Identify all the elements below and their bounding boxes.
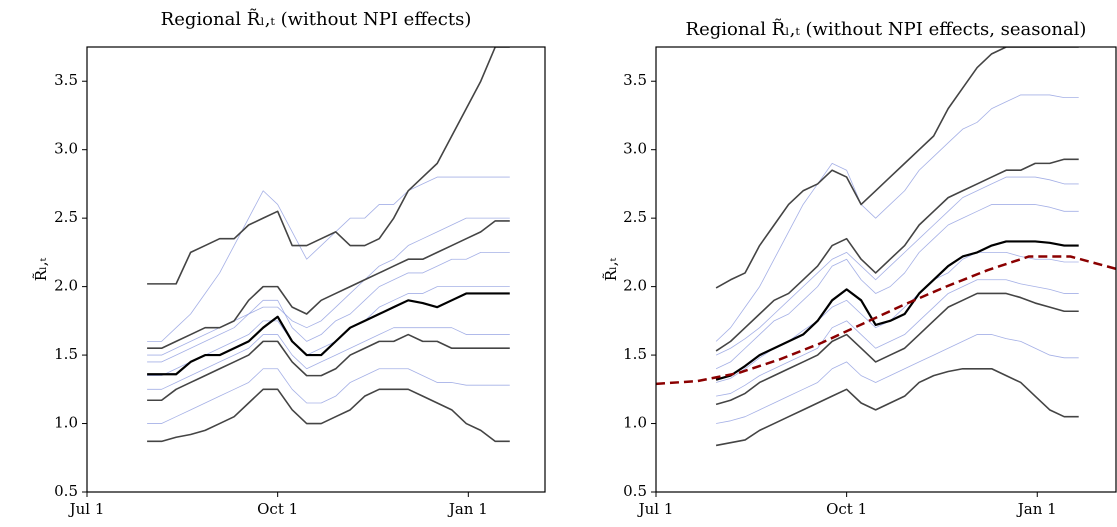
- chart-title: Regional R̃ₗ,ₜ (without NPI effects, sea…: [686, 18, 1087, 40]
- y-tick-label: 1.5: [54, 345, 78, 363]
- series-line: [147, 333, 510, 402]
- y-tick-label: 3.0: [623, 140, 647, 158]
- y-tick-label: 2.5: [623, 208, 647, 226]
- x-tick-label: Jan 1: [1016, 500, 1057, 518]
- y-tick-label: 3.0: [54, 140, 78, 158]
- plot-frame: [86, 46, 546, 493]
- series-line: [716, 334, 1079, 424]
- series-line: [147, 176, 510, 342]
- series-line: [147, 327, 510, 390]
- series-line: [147, 251, 510, 363]
- y-tick-label: 2.0: [623, 277, 647, 295]
- series-line: [147, 388, 510, 443]
- y-tick-label: 1.0: [623, 414, 647, 432]
- subplot: Regional R̃ₗ,ₜ (without NPI effects, sea…: [602, 18, 1117, 518]
- series-line: [715, 158, 1079, 352]
- series-line: [715, 204, 1079, 370]
- x-tick-label: Jul 1: [637, 500, 674, 518]
- y-tick-label: 3.5: [623, 71, 647, 89]
- x-tick-label: Jan 1: [447, 500, 488, 518]
- y-axis-label: R̃ₗ,ₜ: [32, 258, 50, 282]
- lines: [147, 47, 510, 443]
- series-line: [147, 292, 510, 376]
- plot-frame: [655, 46, 1117, 493]
- series-line: [715, 240, 1079, 381]
- x-tick-label: Oct 1: [826, 500, 867, 518]
- lines: [656, 47, 1116, 447]
- y-tick-label: 1.0: [54, 414, 78, 432]
- y-axis-label: R̃ₗ,ₜ: [602, 258, 620, 282]
- y-tick-label: 3.5: [54, 71, 78, 89]
- subplot: Regional R̃ₗ,ₜ (without NPI effects) R̃ₗ,…: [32, 8, 546, 518]
- series-line: [715, 292, 1079, 406]
- series-line: [716, 279, 1079, 397]
- x-tick-label: Jul 1: [68, 500, 105, 518]
- series-line: [147, 217, 510, 356]
- series-line: [147, 47, 510, 285]
- series-line: [715, 367, 1079, 447]
- series-line: [147, 368, 510, 424]
- y-tick-label: 2.0: [54, 277, 78, 295]
- y-tick-label: 2.5: [54, 208, 78, 226]
- series-line: [715, 94, 1079, 342]
- series-line: [715, 47, 1079, 289]
- series-line: [656, 255, 1116, 386]
- x-tick-label: Oct 1: [257, 500, 298, 518]
- y-tick-label: 0.5: [54, 482, 78, 500]
- series-line: [147, 286, 510, 377]
- y-tick-label: 0.5: [623, 482, 647, 500]
- series-line: [147, 220, 510, 350]
- series-line: [715, 176, 1079, 356]
- y-tick-label: 1.5: [623, 345, 647, 363]
- chart-title: Regional R̃ₗ,ₜ (without NPI effects): [161, 8, 472, 30]
